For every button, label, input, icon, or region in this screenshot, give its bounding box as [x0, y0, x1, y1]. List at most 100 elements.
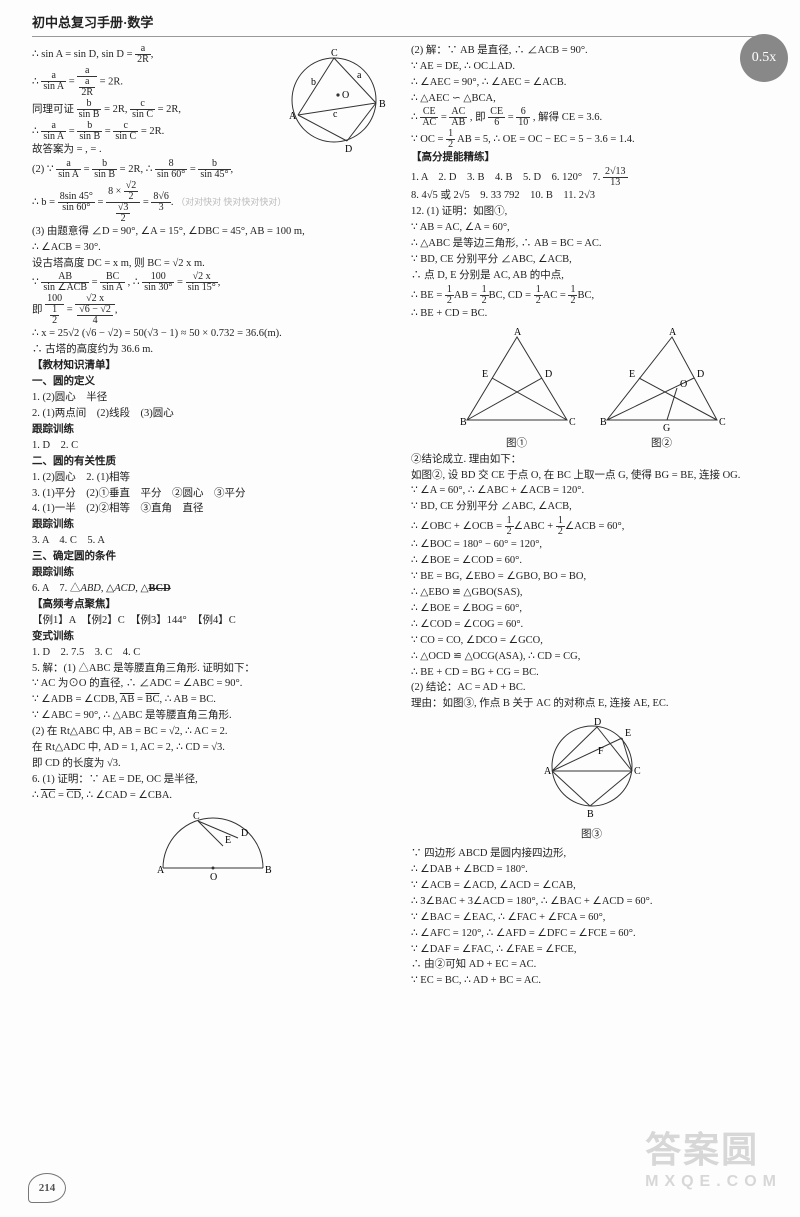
text: ∵ ∠DAF = ∠FAC, ∴ ∠FAE = ∠FCE,	[411, 943, 772, 958]
text: ∵ EC = BC, ∴ AD + BC = AC.	[411, 974, 772, 989]
svg-text:A: A	[514, 327, 522, 338]
triangle-figures: A B C E D 图① A B	[411, 323, 772, 452]
text: (3) 由题意得 ∠D = 90°, ∠A = 15°, ∠DBC = 45°,…	[32, 225, 393, 240]
svg-text:O: O	[342, 90, 349, 101]
text: ∵ CO = CO, ∠DCO = ∠GCO,	[411, 634, 772, 649]
text: ∴ ∠AEC = 90°, ∴ ∠AEC = ∠ACB.	[411, 76, 772, 91]
text: 在 Rt△ADC 中, AD = 1, AC = 2, ∴ CD = √3.	[32, 741, 393, 756]
text: ∴ sin A = sin D, sin D =	[32, 49, 135, 60]
circle-diagram-1: O C A B D b a c	[275, 43, 393, 157]
text: 4. (1)一半 (2)②相等 ③直角 直径	[32, 502, 393, 517]
section-title: 【高分提能精练】	[411, 151, 772, 166]
text: ∵ ∠ADB = ∠CDB, AB = BC, ∴ AB = BC.	[32, 693, 393, 708]
subsection: 跟踪训练	[32, 566, 393, 581]
text: (2) 解：∵ AB 是直径, ∴ ∠ACB = 90°.	[411, 44, 772, 59]
svg-text:D: D	[345, 144, 352, 155]
text: 2. (1)两点间 (2)线段 (3)圆心	[32, 407, 393, 422]
text: ∴ △ABC 是等边三角形, ∴ AB = BC = AC.	[411, 237, 772, 252]
svg-text:F: F	[598, 746, 604, 757]
text: 1. (2)圆心 2. (1)相等	[32, 471, 393, 486]
text: 1. D 2. 7.5 3. C 4. C	[32, 646, 393, 661]
subsection: 跟踪训练	[32, 423, 393, 438]
svg-text:B: B	[265, 865, 272, 876]
section-title: 【教材知识清单】	[32, 359, 393, 374]
svg-text:E: E	[225, 835, 231, 846]
subsection: 三、确定圆的条件	[32, 550, 393, 565]
text: 如图②, 设 BD 交 CE 于点 O, 在 BC 上取一点 G, 使得 BG …	[411, 469, 772, 484]
subsection: 跟踪训练	[32, 518, 393, 533]
text: ∴ ∠BOE = ∠COD = 60°.	[411, 554, 772, 569]
text: ∵ BD, CE 分别平分 ∠ABC, ∠ACB,	[411, 253, 772, 268]
svg-text:O: O	[210, 872, 217, 883]
text: ∵ ∠BAC = ∠EAC, ∴ ∠FAC + ∠FCA = 60°,	[411, 911, 772, 926]
text: ∴ BE + CD = BG + CG = BC.	[411, 666, 772, 681]
text: ∴ △EBO ≌ △GBO(SAS),	[411, 586, 772, 601]
text: ∴ ∠BOE = ∠BOG = 60°,	[411, 602, 772, 617]
text: ∴ BE + CD = BC.	[411, 307, 772, 322]
svg-text:D: D	[545, 369, 552, 380]
svg-text:B: B	[587, 809, 594, 820]
figure-label: 图①	[452, 437, 582, 452]
text: ∵ AB = AC, ∠A = 60°,	[411, 221, 772, 236]
text: ∵ ∠ABC = 90°, ∴ △ABC 是等腰直角三角形.	[32, 709, 393, 724]
svg-text:B: B	[460, 417, 467, 428]
svg-text:C: C	[634, 766, 641, 777]
text: ∴ ∠COD = ∠COG = 60°.	[411, 618, 772, 633]
svg-text:a: a	[357, 70, 362, 81]
section-title: 【高频考点聚焦】	[32, 598, 393, 613]
text: ∴ 由②可知 AD + EC = AC.	[411, 958, 772, 973]
svg-text:E: E	[625, 728, 631, 739]
subsection: 二、圆的有关性质	[32, 455, 393, 470]
text: 12. (1) 证明：如图①,	[411, 205, 772, 220]
text: 6. (1) 证明：∵ AE = DE, OC 是半径,	[32, 773, 393, 788]
svg-text:c: c	[333, 109, 338, 120]
text: ∴ 3∠BAC + 3∠ACD = 180°, ∴ ∠BAC + ∠ACD = …	[411, 895, 772, 910]
right-column: (2) 解：∵ AB 是直径, ∴ ∠ACB = 90°. ∵ AE = DE,…	[411, 43, 772, 990]
svg-text:C: C	[193, 811, 200, 822]
figure-label: 图③	[411, 828, 772, 843]
svg-text:G: G	[663, 423, 670, 434]
svg-text:D: D	[241, 828, 248, 839]
figure-label: 图②	[592, 437, 732, 452]
text: ∴ ∠DAB + ∠BCD = 180°.	[411, 863, 772, 878]
svg-text:D: D	[594, 717, 601, 728]
text: ∴ x = 25√2 (√6 − √2) = 50(√3 − 1) ≈ 50 ×…	[32, 327, 393, 342]
text: 1. A 2. D 3. B 4. B 5. D 6. 120° 7. 2√13…	[411, 167, 772, 188]
text: 理由：如图③, 作点 B 关于 AC 的对称点 E, 连接 AE, EC.	[411, 697, 772, 712]
text: 即 CD 的长度为 √3.	[32, 757, 393, 772]
text: 6. A 7. △ABD, △ACD, △BCD	[32, 582, 393, 597]
svg-text:B: B	[379, 99, 386, 110]
svg-text:b: b	[311, 77, 316, 88]
page-number: 214	[28, 1173, 66, 1203]
text: ∴ △OCD ≌ △OCG(ASA), ∴ CD = CG,	[411, 650, 772, 665]
text: ∵ BD, CE 分别平分 ∠ABC, ∠ACB,	[411, 500, 772, 515]
text: 设古塔高度 DC = x m, 则 BC = √2 x m.	[32, 257, 393, 272]
text: ∴ 古塔的高度约为 36.6 m.	[32, 343, 393, 358]
svg-text:C: C	[569, 417, 576, 428]
text: 3. A 4. C 5. A	[32, 534, 393, 549]
text: 1. (2)圆心 半径	[32, 391, 393, 406]
text: (2) 结论：AC = AD + BC.	[411, 681, 772, 696]
circle-diagram-2: A B C E D O	[32, 808, 393, 888]
text: ∵ ∠A = 60°, ∴ ∠ABC + ∠ACB = 120°.	[411, 484, 772, 499]
text: ∴ ∠BOC = 180° − 60° = 120°,	[411, 538, 772, 553]
text: 8. 4√5 或 2√5 9. 33 792 10. B 11. 2√3	[411, 189, 772, 204]
svg-text:C: C	[331, 48, 338, 59]
svg-text:A: A	[157, 865, 165, 876]
watermark-note: （对对快对 快对快对快对）	[176, 197, 286, 207]
svg-text:C: C	[719, 417, 726, 428]
text: 3. (1)平分 (2)①垂直 平分 ②圆心 ③平分	[32, 487, 393, 502]
watermark: 答案圆 MXQE.COM	[645, 1124, 782, 1193]
text: ∴ 点 D, E 分别是 AC, AB 的中点,	[411, 269, 772, 284]
text: ∴ ∠ACB = 30°.	[32, 241, 393, 256]
subsection: 一、圆的定义	[32, 375, 393, 390]
svg-text:O: O	[680, 379, 687, 390]
svg-text:E: E	[482, 369, 488, 380]
text: ∵ AC 为⊙O 的直径, ∴ ∠ADC = ∠ABC = 90°.	[32, 677, 393, 692]
text: (2) 在 Rt△ABC 中, AB = BC = √2, ∴ AC = 2.	[32, 725, 393, 740]
text: 1. D 2. C	[32, 439, 393, 454]
text: 【例1】A 【例2】C 【例3】144° 【例4】C	[32, 614, 393, 629]
zoom-badge[interactable]: 0.5x	[740, 34, 788, 82]
text: ∴ △AEC ∽ △BCA,	[411, 92, 772, 107]
svg-text:A: A	[669, 327, 677, 338]
